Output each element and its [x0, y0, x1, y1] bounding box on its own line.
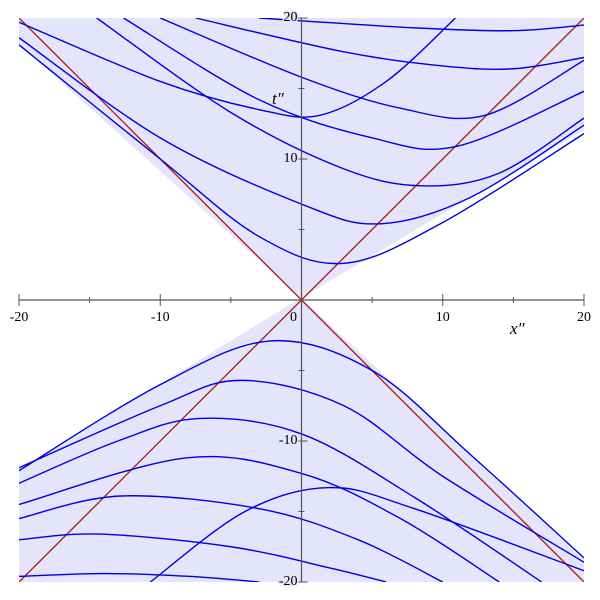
curve — [19, 18, 456, 118]
curve — [149, 486, 584, 582]
curve — [195, 18, 584, 70]
curve — [96, 18, 584, 187]
y-tick-label: -10 — [279, 433, 298, 448]
x-tick-label: -10 — [151, 310, 170, 325]
x-tick-label: 20 — [577, 310, 591, 325]
y-tick-label: 10 — [284, 151, 298, 166]
axes: -20 -10 0 10 20 -20 -10 10 20 — [10, 9, 591, 591]
y-axis-label: t″ — [272, 89, 285, 108]
x-tick-label: 10 — [436, 310, 450, 325]
curve — [19, 533, 387, 582]
curve — [19, 417, 543, 582]
curve — [123, 18, 584, 151]
curve — [19, 44, 584, 265]
x-tick-label: 0 — [290, 310, 297, 325]
curve — [19, 37, 584, 225]
y-tick-label: 20 — [284, 10, 298, 25]
curve — [19, 455, 500, 582]
curves — [19, 18, 584, 582]
curve — [259, 18, 584, 32]
curve — [19, 339, 584, 559]
curve — [19, 572, 260, 582]
curve — [19, 379, 584, 563]
y-tick-label: -20 — [279, 574, 298, 589]
curve — [19, 495, 444, 582]
x-tick-label: -20 — [10, 310, 29, 325]
x-axis-label: x″ — [509, 319, 526, 338]
curve — [159, 18, 584, 120]
